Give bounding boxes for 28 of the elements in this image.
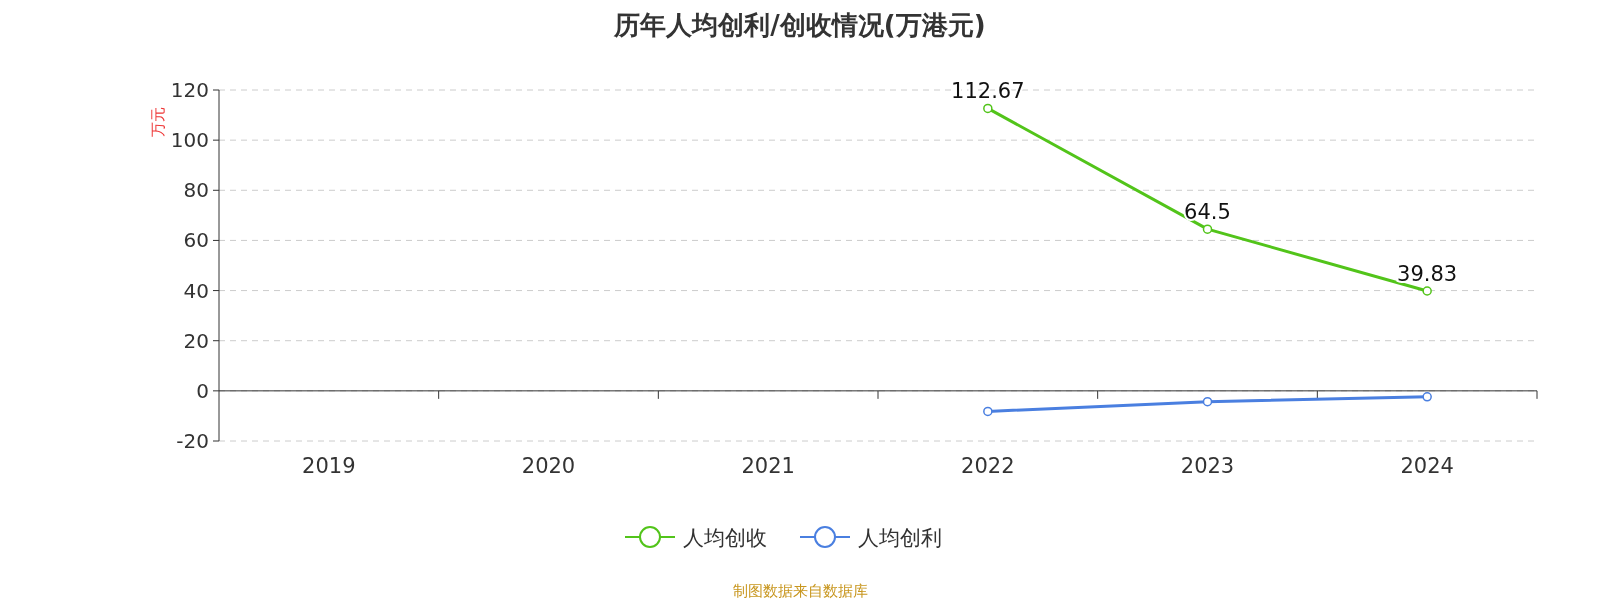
legend-label: 人均创利	[858, 526, 942, 550]
legend-label: 人均创收	[683, 526, 767, 550]
data-label: 64.5	[1184, 200, 1231, 225]
text: 制图数据来自数据库	[732, 582, 868, 600]
point	[1422, 286, 1432, 296]
point	[983, 103, 993, 114]
x-tick-label: 2022	[961, 454, 1015, 478]
x-tick-label: 2023	[1180, 454, 1235, 478]
y-tick-label: 100	[170, 128, 209, 153]
y-tick-label: 20	[183, 328, 209, 353]
x-tick-label: 2020	[521, 454, 576, 478]
y-tick-label: 120	[170, 78, 209, 102]
y-tick-label: 0	[196, 378, 209, 403]
chart-title: 历年人均创利/创收情况(万港元)	[613, 10, 986, 40]
x-tick-label: 2024	[1400, 454, 1454, 478]
point	[1202, 396, 1213, 407]
point	[983, 406, 993, 417]
point	[1422, 392, 1432, 402]
x-tick-label: 2019	[302, 454, 356, 478]
data-label: 39.83	[1397, 262, 1458, 286]
y-tick-label: 80	[183, 178, 209, 203]
y-axis-title: 万元	[149, 107, 167, 137]
data-label: 112.67	[951, 79, 1025, 104]
y-tick-label: 40	[183, 278, 209, 303]
y-tick-label: -20	[176, 429, 209, 453]
y-tick-label: 60	[183, 228, 209, 253]
x-tick-label: 2021	[741, 454, 795, 478]
point	[1202, 224, 1213, 234]
